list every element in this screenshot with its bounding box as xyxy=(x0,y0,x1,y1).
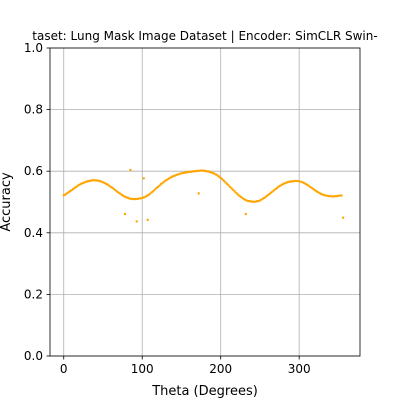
y-tick-label: 0.4 xyxy=(24,226,43,240)
x-tick-label: 300 xyxy=(288,362,311,376)
data-point xyxy=(341,216,345,219)
data-point xyxy=(228,185,232,189)
data-point xyxy=(340,194,343,197)
x-axis-label: Theta (Degrees) xyxy=(151,384,258,399)
axis-ticks: 0 100 200 300 0.0 0.2 0.4 0.6 0.8 1.0 xyxy=(24,41,311,376)
x-tick-label: 100 xyxy=(131,362,154,376)
y-tick-label: 0.0 xyxy=(24,349,43,363)
y-tick-label: 1.0 xyxy=(24,41,43,55)
data-point xyxy=(123,212,127,216)
x-tick-label: 200 xyxy=(209,362,232,376)
data-point xyxy=(230,187,233,190)
data-point xyxy=(197,192,200,195)
y-tick-label: 0.2 xyxy=(24,287,43,301)
data-point xyxy=(235,191,238,195)
data-point xyxy=(225,182,229,186)
y-tick-label: 0.6 xyxy=(24,164,43,178)
axes-frame xyxy=(49,47,361,357)
y-axis-label: Accuracy xyxy=(0,172,14,232)
data-point xyxy=(152,190,155,193)
data-point xyxy=(146,218,149,222)
data-point xyxy=(232,188,235,192)
data-point xyxy=(135,220,138,223)
data-point xyxy=(244,212,248,216)
data-point xyxy=(221,178,224,181)
data-point xyxy=(142,177,145,180)
data-point xyxy=(153,188,156,191)
data-point xyxy=(224,181,227,184)
data-point xyxy=(222,179,226,182)
data-point xyxy=(233,190,237,193)
chart-title: taset: Lung Mask Image Dataset | Encoder… xyxy=(32,29,377,43)
x-tick-label: 0 xyxy=(60,362,68,376)
data-point xyxy=(227,184,230,187)
data-points xyxy=(62,168,345,223)
data-point xyxy=(129,168,132,172)
y-tick-label: 0.8 xyxy=(24,103,43,117)
data-point xyxy=(158,184,161,187)
